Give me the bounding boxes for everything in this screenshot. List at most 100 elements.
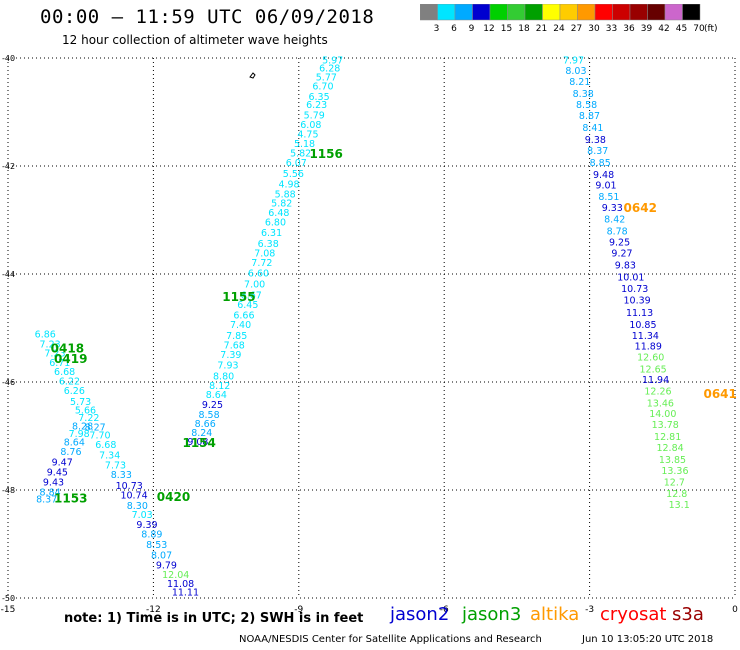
wave-height-label: 7.34 (99, 451, 120, 462)
legend-s3a: s3a (672, 604, 704, 625)
x-tick-label: 0 (732, 605, 738, 615)
x-tick-label: -15 (1, 605, 16, 615)
wave-height-label: 10.73 (116, 481, 143, 492)
wave-height-label: 12.84 (656, 443, 683, 454)
y-tick-label: -44 (2, 270, 15, 279)
wave-height-label: 5.56 (283, 169, 304, 180)
wave-height-label: 13.1 (669, 500, 690, 511)
legend-jason2: jason2 (390, 604, 450, 625)
color-scale-tick: 30 (588, 24, 600, 34)
chart-subtitle: 12 hour collection of altimeter wave hei… (62, 33, 328, 47)
wave-height-label: 8.28 (72, 422, 93, 433)
color-scale-tick: 70 (693, 24, 705, 34)
wave-height-label: 8.33 (111, 470, 132, 481)
wave-height-label: 6.60 (248, 269, 269, 280)
wave-height-label: 5.97 (322, 55, 343, 66)
color-scale-tick: 15 (501, 24, 512, 34)
wave-height-label: 4.75 (297, 129, 318, 140)
wave-height-label: 5.82 (271, 199, 292, 210)
wave-height-label: 10.01 (617, 272, 644, 283)
wave-height-label: 5.88 (275, 189, 296, 200)
color-scale-tick: 45 (676, 24, 687, 34)
wave-height-label: 6.70 (312, 81, 333, 92)
wave-height-label: 9.83 (615, 261, 636, 272)
wave-height-label: 9.27 (611, 249, 632, 260)
wave-height-label: 6.68 (54, 367, 75, 378)
wave-height-label: 5.82 (290, 148, 311, 159)
wave-height-label: 11.11 (172, 587, 199, 598)
wave-height-label: 6.08 (300, 120, 321, 131)
wave-height-label: 6.68 (95, 440, 116, 451)
track-pass-label: 1153 (54, 491, 87, 505)
wave-height-label: 8.58 (576, 100, 597, 111)
wave-height-label: 7.70 (89, 431, 110, 442)
wave-height-label: 12.04 (162, 570, 189, 581)
wave-height-label: 11.34 (632, 331, 659, 342)
footer-note: note: 1) Time is in UTC; 2) SWH is in fe… (64, 611, 364, 626)
wave-height-label: 7.00 (244, 280, 265, 291)
wave-height-label: 9.01 (595, 181, 616, 192)
color-scale-tick: 3 (434, 24, 440, 34)
wave-height-label: 8.51 (598, 192, 619, 203)
wave-height-label: 7.73 (105, 460, 126, 471)
wave-height-label: 9.43 (43, 478, 64, 489)
wave-height-label: 9.25 (609, 237, 630, 248)
wave-height-label: 5.77 (316, 73, 337, 84)
wave-height-label: 7.85 (226, 331, 247, 342)
wave-height-label: 6.35 (308, 92, 329, 103)
wave-height-label: 7.68 (224, 341, 245, 352)
wave-height-label: 6.71 (49, 358, 70, 369)
legend-cryosat: cryosat (600, 604, 667, 625)
wave-height-label: 13.85 (659, 455, 686, 466)
wave-height-label: 8.84 (40, 487, 61, 498)
chart-title: 00:00 – 11:59 UTC 06/09/2018 (40, 6, 375, 28)
wave-height-label: 11.94 (642, 375, 669, 386)
wave-height-label: 11.13 (626, 308, 653, 319)
color-scale-tick: 42 (658, 24, 669, 34)
wave-height-label: 5.79 (304, 110, 325, 121)
wave-height-label: 8.76 (60, 447, 81, 458)
color-scale-tick: 6 (451, 24, 457, 34)
wave-height-label: 8.03 (565, 66, 586, 77)
wave-height-label: 11.08 (167, 579, 194, 590)
wave-height-label: 8.42 (604, 215, 625, 226)
wave-height-label: 6.31 (261, 228, 282, 239)
wave-height-label: 5.73 (70, 397, 91, 408)
color-scale-tick: 12 (483, 24, 494, 34)
color-scale-legend: 3 6 9 12 15 18 21 24 27 30 33 36 39 42 45 70 (ft) (420, 4, 718, 34)
wave-height-label: 8.21 (569, 77, 590, 88)
wave-height-label: 6.86 (35, 330, 56, 341)
wave-height-label: 13.46 (647, 398, 674, 409)
wave-height-label: 7.23 (40, 339, 61, 350)
wave-height-label: 8.24 (191, 428, 212, 439)
wave-height-label: 8.41 (582, 123, 603, 134)
y-tick-label: -48 (2, 486, 15, 495)
wave-height-label: 6.48 (268, 208, 289, 219)
wave-height-label: 10.39 (624, 296, 651, 307)
wave-height-label: 9.79 (156, 560, 177, 571)
wave-height-label: 12.7 (664, 478, 685, 489)
wave-height-label: 7.23 (44, 349, 65, 360)
wave-height-label: 8.38 (573, 89, 594, 100)
wave-height-label: 8.66 (195, 419, 216, 430)
track-pass-label: 1155 (222, 290, 255, 304)
wave-height-label: 6.80 (265, 217, 286, 228)
wave-height-label: 7.40 (230, 320, 251, 331)
color-scale-tick: 21 (536, 24, 547, 34)
wave-height-label: 10.73 (621, 284, 648, 295)
wave-height-label: 8.12 (209, 381, 230, 392)
legend-jason3: jason3 (462, 604, 522, 625)
wave-height-label: 9.39 (136, 520, 157, 531)
color-scale-tick: 24 (553, 24, 565, 34)
wave-height-label: 7.03 (132, 510, 153, 521)
wave-height-label: 8.30 (127, 501, 148, 512)
wave-height-label: 7.97 (563, 55, 584, 66)
wave-height-label: 8.85 (590, 158, 611, 169)
y-tick-label: -42 (2, 162, 15, 171)
wave-height-label: 9.08 (187, 437, 208, 448)
wave-height-label: 6.28 (319, 64, 340, 75)
wave-height-label: 9.33 (602, 203, 623, 214)
wave-height-label: 12.60 (637, 352, 664, 363)
x-tick-label: -9 (294, 605, 303, 615)
